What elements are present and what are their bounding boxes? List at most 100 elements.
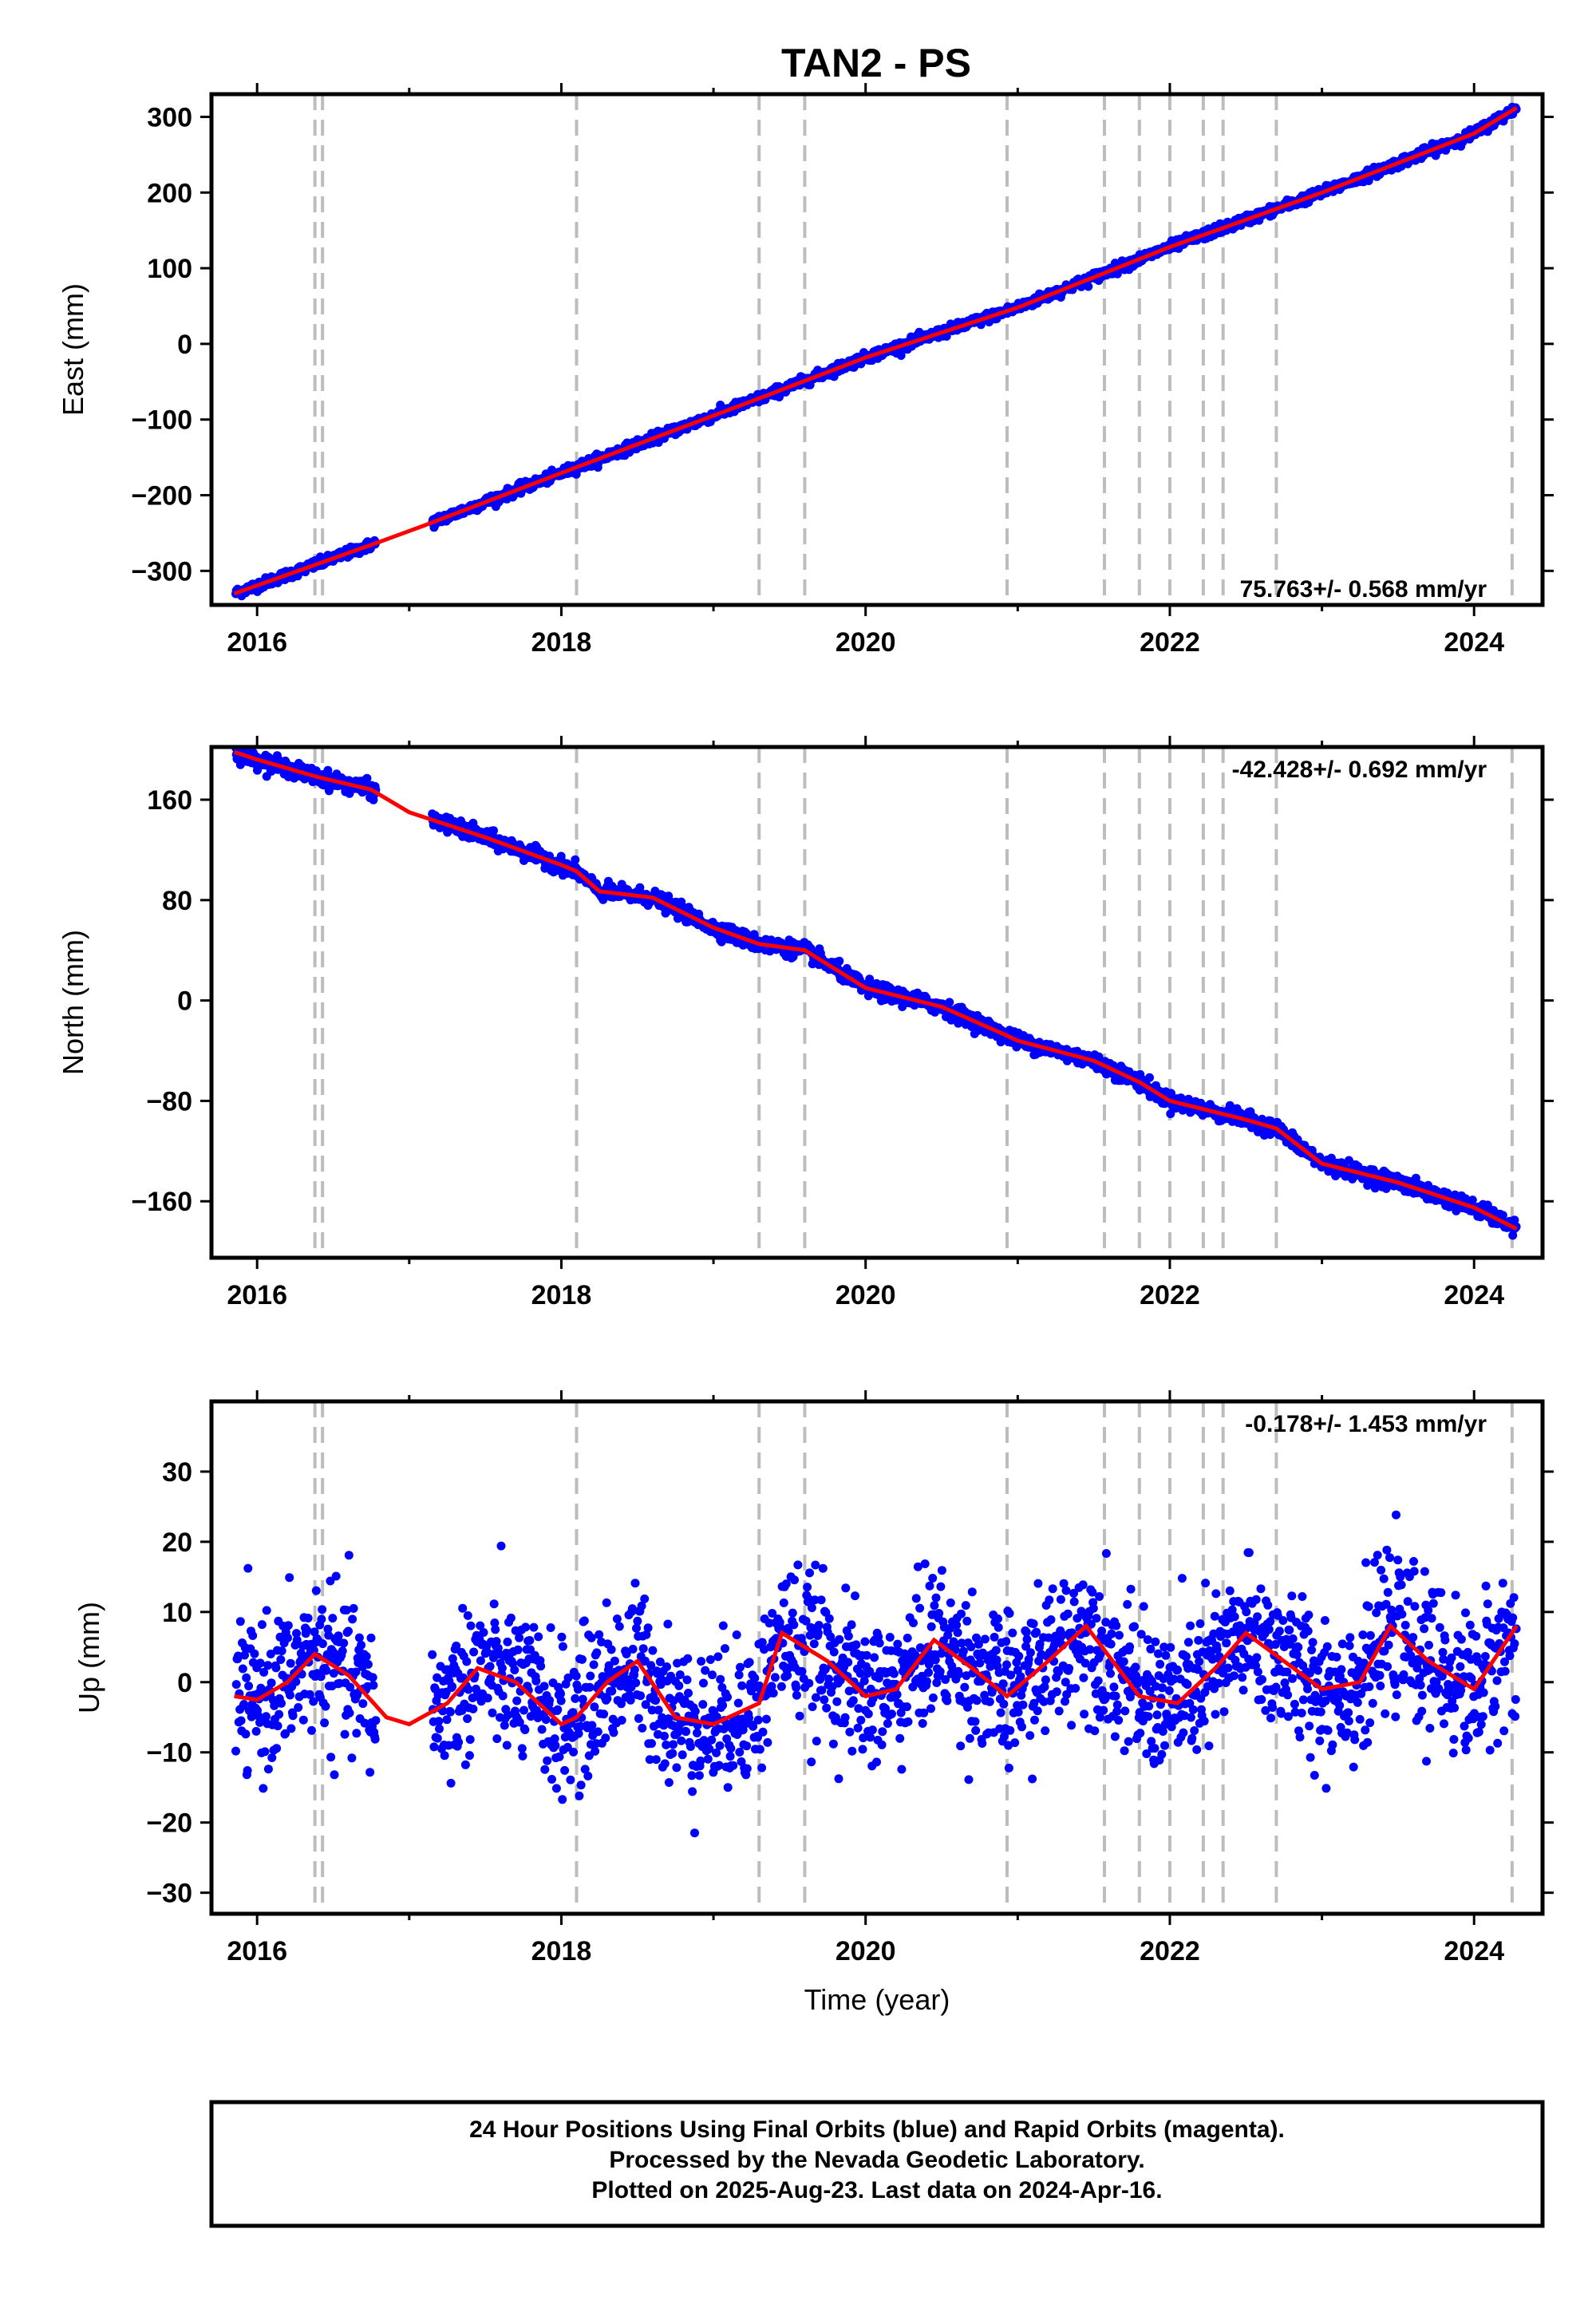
data-point [592, 1648, 602, 1658]
data-point [515, 1633, 524, 1642]
data-point [320, 1718, 330, 1728]
data-point [578, 1654, 587, 1664]
data-point [348, 1614, 358, 1624]
data-point [347, 1753, 357, 1763]
data-point [322, 1666, 331, 1675]
data-point [445, 1707, 455, 1717]
data-point [460, 1760, 470, 1769]
data-point [534, 1632, 543, 1642]
data-point [558, 1795, 567, 1804]
data-point [546, 1623, 555, 1632]
data-point [566, 1775, 575, 1784]
x-tick-label: 2024 [1444, 1280, 1504, 1310]
data-point [529, 1622, 539, 1632]
data-point [591, 1746, 600, 1756]
data-point [558, 1642, 567, 1651]
data-point [354, 1633, 364, 1642]
data-point [563, 1742, 572, 1752]
x-tick-label: 2024 [1444, 627, 1504, 658]
data-point [479, 1628, 488, 1637]
data-point [541, 1715, 551, 1725]
x-tick-label: 2016 [227, 1280, 287, 1310]
x-tick-label: 2016 [227, 627, 287, 658]
y-tick-label: 100 [147, 254, 192, 284]
data-point [583, 1771, 593, 1780]
data-point [491, 1625, 500, 1634]
data-point [571, 1671, 581, 1681]
data-point [506, 1613, 516, 1622]
rate-annotation: 75.763+/- 0.568 mm/yr [1240, 576, 1487, 603]
data-point [458, 1603, 468, 1613]
data-point [532, 1705, 541, 1715]
data-point [630, 1579, 640, 1588]
data-point [497, 1663, 507, 1673]
data-point [360, 1718, 369, 1728]
data-point [294, 1703, 303, 1712]
data-point [632, 1623, 641, 1633]
data-point [271, 1663, 281, 1673]
data-point [259, 1784, 268, 1793]
data-point [500, 1721, 509, 1730]
data-point [545, 1696, 555, 1705]
data-point [536, 1662, 546, 1671]
y-tick-label: −200 [131, 481, 192, 512]
data-point [660, 1759, 670, 1769]
data-point [302, 1626, 312, 1635]
data-point [275, 1709, 284, 1719]
data-point [515, 1717, 524, 1727]
data-point [262, 1606, 271, 1615]
data-point [668, 1749, 678, 1758]
data-point [240, 1650, 249, 1660]
data-point [664, 1778, 674, 1787]
data-point [540, 1765, 550, 1774]
data-point [633, 1616, 642, 1626]
data-point [250, 1649, 259, 1658]
data-point [276, 1655, 286, 1664]
data-point [648, 1646, 658, 1655]
data-point [602, 1694, 612, 1703]
data-point [660, 1731, 669, 1741]
data-point [286, 1724, 296, 1733]
data-point [631, 1678, 641, 1688]
data-point [486, 1674, 496, 1683]
data-point [263, 1765, 273, 1774]
data-point [563, 1673, 573, 1682]
data-point [433, 1673, 442, 1682]
data-point [485, 1662, 495, 1671]
data-point [662, 1662, 671, 1671]
data-point [433, 1733, 442, 1743]
data-point [286, 1658, 295, 1668]
plot-frame [209, 92, 1545, 607]
data-point [520, 1725, 530, 1734]
data-point [257, 1620, 267, 1630]
data-point [317, 1614, 326, 1624]
data-point [307, 1725, 316, 1735]
data-point [626, 1695, 635, 1705]
data-point [945, 998, 954, 1007]
data-point [330, 1770, 339, 1780]
data-point [569, 1747, 579, 1757]
data-point [466, 1621, 476, 1630]
data-point [521, 1622, 531, 1632]
data-point [345, 1708, 354, 1717]
data-point [614, 1622, 624, 1631]
data-point [589, 1660, 598, 1670]
data-point [244, 1682, 254, 1691]
data-point [286, 1690, 294, 1700]
data-point [292, 1635, 302, 1645]
data-point [634, 1713, 643, 1723]
data-point [428, 1650, 437, 1659]
rate-annotation: -42.428+/- 0.692 mm/yr [1232, 757, 1487, 783]
data-point [465, 1735, 475, 1745]
data-point [551, 1741, 560, 1750]
data-point [231, 1746, 240, 1756]
data-point [492, 1637, 501, 1646]
data-point [623, 1676, 633, 1686]
data-point [556, 1689, 565, 1698]
data-point [283, 1633, 292, 1642]
data-point [519, 1705, 528, 1715]
data-point [628, 1644, 638, 1654]
data-point [599, 1709, 609, 1719]
data-point [537, 1725, 547, 1734]
data-point [292, 1629, 301, 1638]
